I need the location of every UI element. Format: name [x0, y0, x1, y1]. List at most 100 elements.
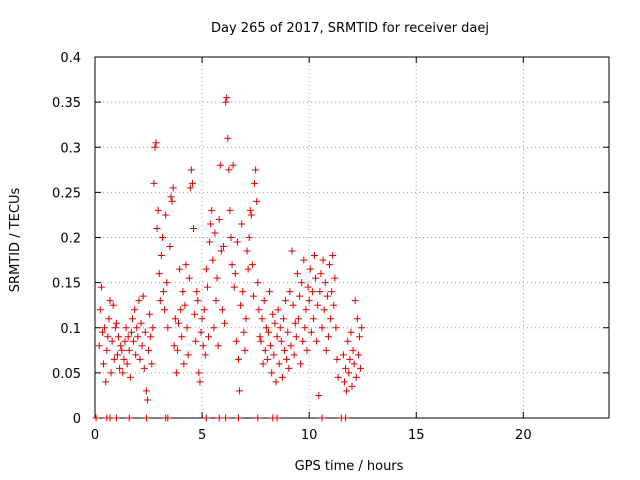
axis-ticks: [94, 56, 609, 419]
data-point: [138, 342, 146, 350]
data-point: [180, 360, 188, 368]
data-point: [302, 306, 310, 314]
data-point: [161, 306, 169, 314]
data-point: [92, 414, 100, 422]
data-point: [191, 310, 199, 318]
data-point: [149, 324, 157, 332]
y-tick-label: 0.1: [60, 322, 81, 337]
data-point: [206, 238, 214, 246]
data-point: [234, 355, 242, 363]
data-point: [314, 301, 322, 309]
data-point: [224, 134, 232, 142]
data-point: [304, 283, 312, 291]
data-point: [273, 414, 281, 422]
data-point: [303, 346, 311, 354]
data-point: [258, 315, 266, 323]
data-point: [184, 351, 192, 359]
data-point: [285, 364, 293, 372]
data-point: [267, 342, 275, 350]
data-point: [170, 342, 178, 350]
data-point: [175, 319, 183, 327]
data-point: [349, 346, 357, 354]
data-point: [272, 378, 280, 386]
data-point: [188, 179, 196, 187]
data-point: [309, 315, 317, 323]
data-point: [251, 179, 259, 187]
data-point: [199, 342, 207, 350]
data-point: [286, 288, 294, 296]
data-point: [131, 306, 139, 314]
data-point: [221, 319, 229, 327]
data-point: [353, 315, 361, 323]
data-point: [294, 315, 302, 323]
data-point: [288, 247, 296, 255]
data-point: [245, 234, 253, 241]
data-point: [323, 292, 331, 300]
data-point: [150, 179, 158, 187]
data-point: [354, 351, 362, 359]
data-point: [316, 288, 324, 296]
data-point: [357, 364, 365, 372]
data-point: [298, 279, 306, 287]
data-point: [297, 360, 305, 368]
data-point: [246, 206, 254, 214]
data-point: [307, 328, 315, 336]
data-point: [133, 324, 141, 332]
data-point: [104, 333, 112, 341]
data-point: [351, 297, 359, 305]
data-point: [252, 166, 260, 174]
data-point: [315, 391, 323, 399]
data-point: [234, 414, 242, 422]
data-point: [226, 206, 234, 214]
data-point: [259, 360, 267, 368]
data-point: [145, 346, 153, 354]
data-point: [344, 337, 352, 345]
data-point: [238, 220, 246, 228]
data-point: [329, 252, 337, 260]
data-point: [178, 333, 186, 341]
x-tick-label: 10: [301, 428, 318, 443]
data-point: [342, 414, 350, 422]
data-point: [200, 306, 208, 314]
data-point: [107, 369, 115, 377]
data-point: [222, 414, 230, 422]
data-point: [115, 333, 123, 341]
data-point: [347, 328, 355, 336]
data-point: [183, 324, 191, 332]
data-point: [228, 261, 236, 269]
data-point: [172, 369, 180, 377]
data-point: [328, 288, 336, 296]
data-point: [289, 301, 297, 309]
data-point: [125, 414, 133, 422]
x-tick-label: 0: [91, 428, 99, 443]
data-point: [120, 355, 128, 363]
y-tick-label: 0.35: [52, 96, 81, 111]
data-point: [274, 306, 282, 314]
data-point: [269, 310, 277, 318]
data-point: [339, 351, 347, 359]
data-point: [154, 206, 162, 214]
data-point: [212, 297, 220, 305]
y-axis-label: SRMTID / TECUs: [8, 188, 23, 293]
data-point: [210, 324, 218, 332]
data-point: [330, 301, 338, 309]
y-tick-label: 0.3: [60, 141, 81, 156]
data-point: [141, 328, 149, 336]
data-point: [263, 355, 271, 363]
data-point: [108, 337, 116, 345]
data-point: [264, 328, 272, 336]
data-point: [132, 351, 140, 359]
data-point: [109, 301, 117, 309]
data-point: [342, 364, 350, 372]
data-point: [312, 274, 320, 282]
data-point: [276, 324, 284, 332]
data-point: [214, 342, 222, 350]
data-point: [103, 346, 111, 354]
data-point: [198, 315, 206, 323]
data-point: [113, 351, 121, 359]
x-tick-label: 20: [515, 428, 532, 443]
data-point: [308, 288, 316, 296]
data-point: [352, 373, 360, 381]
data-point: [275, 360, 283, 368]
